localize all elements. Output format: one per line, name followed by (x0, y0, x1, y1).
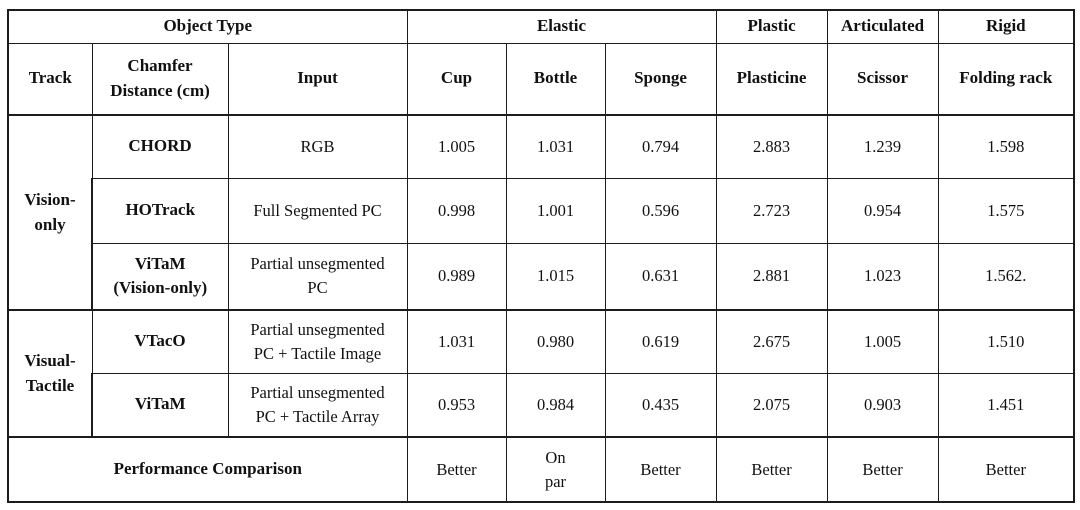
performance-comparison-label: Performance Comparison (6, 436, 408, 503)
value-vitamv-plasticine: 2.881 (715, 242, 828, 311)
group-header-row: Object Type Elastic Plastic Articulated … (6, 9, 1076, 44)
value-hotrack-bottle: 1.001 (505, 177, 606, 244)
object-type-header: Object Type (6, 9, 408, 44)
input-chord: RGB (227, 114, 408, 179)
row-vtaco: Visual- Tactile VTacO Partial unsegmente… (7, 309, 1076, 438)
value-hotrack-scissor: 0.954 (826, 177, 939, 244)
group-header-elastic: Elastic (406, 9, 717, 44)
group-header-rigid: Rigid (937, 9, 1076, 44)
group-header-articulated: Articulated (826, 9, 939, 44)
results-table: Object Type Elastic Plastic Articulated … (6, 9, 1076, 503)
col-header-cup: Cup (406, 42, 507, 116)
input-vitam-vision-only: Partial unsegmented PC (227, 242, 408, 311)
value-vtaco-plasticine: 2.675 (715, 309, 828, 374)
value-hotrack-sponge: 0.596 (604, 177, 717, 244)
col-header-folding-rack: Folding rack (937, 42, 1076, 116)
row-vitam: ViTaM Partial unsegmented PC + Tactile A… (8, 372, 1076, 438)
value-chord-folding-rack: 1.598 (937, 114, 1076, 179)
method-chord: CHORD (91, 114, 229, 179)
value-vitam-scissor: 0.903 (826, 372, 939, 438)
value-vtaco-sponge: 0.619 (604, 309, 717, 374)
value-vitamv-scissor: 1.023 (826, 242, 939, 311)
input-vtaco: Partial unsegmented PC + Tactile Image (227, 309, 408, 374)
method-vitam-vision-only: ViTaM (Vision-only) (91, 242, 229, 311)
row-chord: Vision- only CHORD RGB 1.005 1.031 0.794… (7, 114, 1076, 311)
value-chord-plasticine: 2.883 (715, 114, 828, 179)
value-vitamv-bottle: 1.015 (505, 242, 606, 311)
method-vtaco: VTacO (91, 309, 229, 374)
input-vitam: Partial unsegmented PC + Tactile Array (227, 372, 408, 438)
value-vitam-bottle: 0.984 (505, 372, 606, 438)
value-chord-cup: 1.005 (406, 114, 507, 179)
row-vitam-vision-only: ViTaM (Vision-only) Partial unsegmented … (8, 242, 1076, 311)
col-header-input: Input (227, 42, 408, 116)
col-header-sponge: Sponge (604, 42, 717, 116)
column-header-row: Track Chamfer Distance (cm) Input Cup Bo… (7, 42, 1076, 116)
comparison-cup: Better (406, 436, 507, 503)
col-header-metric: Chamfer Distance (cm) (91, 42, 229, 116)
value-vtaco-bottle: 0.980 (505, 309, 606, 374)
value-vitam-cup: 0.953 (406, 372, 507, 438)
col-header-track: Track (7, 42, 93, 116)
value-hotrack-plasticine: 2.723 (715, 177, 828, 244)
col-header-plasticine: Plasticine (715, 42, 828, 116)
track-label-vision-only: Vision- only (7, 114, 93, 311)
value-chord-sponge: 0.794 (604, 114, 717, 179)
value-chord-scissor: 1.239 (826, 114, 939, 179)
comparison-bottle: On par (505, 436, 606, 503)
track-label-visual-tactile: Visual- Tactile (7, 309, 93, 438)
value-vitamv-folding-rack: 1.562. (937, 242, 1076, 311)
value-vitamv-sponge: 0.631 (604, 242, 717, 311)
method-vitam: ViTaM (91, 372, 229, 438)
comparison-scissor: Better (826, 436, 939, 503)
col-header-scissor: Scissor (826, 42, 939, 116)
value-hotrack-cup: 0.998 (406, 177, 507, 244)
comparison-plasticine: Better (715, 436, 828, 503)
value-vitam-folding-rack: 1.451 (937, 372, 1076, 438)
input-hotrack: Full Segmented PC (227, 177, 408, 244)
value-hotrack-folding-rack: 1.575 (937, 177, 1076, 244)
row-performance-comparison: Performance Comparison Better On par Bet… (6, 436, 1076, 503)
value-vitam-sponge: 0.435 (604, 372, 717, 438)
col-header-bottle: Bottle (505, 42, 606, 116)
value-vitamv-cup: 0.989 (406, 242, 507, 311)
value-vtaco-folding-rack: 1.510 (937, 309, 1076, 374)
row-hotrack: HOTrack Full Segmented PC 0.998 1.001 0.… (8, 177, 1076, 244)
method-hotrack: HOTrack (91, 177, 229, 244)
value-vitam-plasticine: 2.075 (715, 372, 828, 438)
value-vtaco-scissor: 1.005 (826, 309, 939, 374)
comparison-folding-rack: Better (937, 436, 1076, 503)
group-header-plastic: Plastic (715, 9, 828, 44)
value-vtaco-cup: 1.031 (406, 309, 507, 374)
value-chord-bottle: 1.031 (505, 114, 606, 179)
comparison-sponge: Better (604, 436, 717, 503)
